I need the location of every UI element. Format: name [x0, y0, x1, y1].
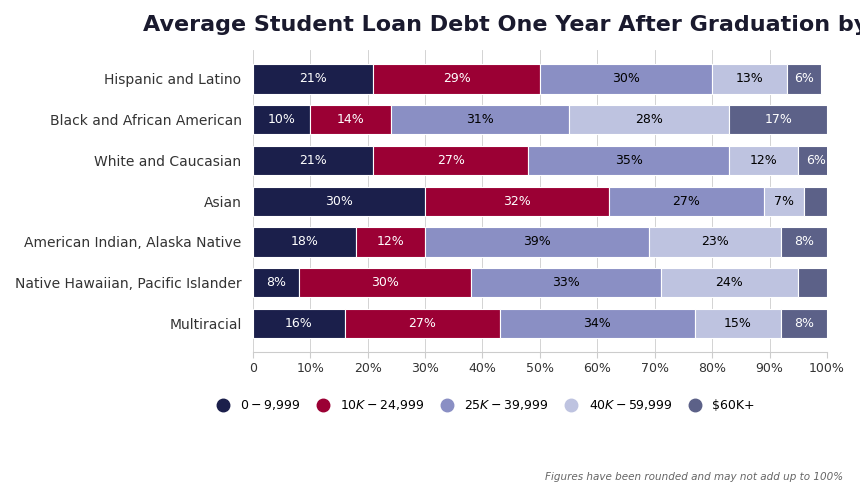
Text: 27%: 27% [437, 154, 464, 167]
Text: 39%: 39% [523, 236, 551, 248]
Text: 15%: 15% [724, 317, 752, 330]
Text: 6%: 6% [806, 154, 826, 167]
Text: 8%: 8% [794, 236, 814, 248]
Bar [500, 309, 695, 338]
Text: 8%: 8% [794, 317, 814, 330]
Bar [253, 146, 373, 175]
Bar [356, 227, 425, 257]
Text: 12%: 12% [377, 236, 404, 248]
Text: 14%: 14% [336, 113, 365, 126]
Text: 8%: 8% [266, 276, 286, 289]
Text: 31%: 31% [466, 113, 494, 126]
Bar [568, 105, 729, 134]
Bar [649, 227, 781, 257]
Text: 34%: 34% [583, 317, 611, 330]
Bar [729, 146, 798, 175]
Bar [253, 105, 310, 134]
Text: 7%: 7% [774, 195, 794, 207]
Bar [764, 187, 804, 216]
Text: 30%: 30% [612, 73, 640, 85]
Bar [781, 227, 827, 257]
Text: 13%: 13% [735, 73, 764, 85]
Bar [729, 105, 827, 134]
Text: 27%: 27% [408, 317, 436, 330]
Text: 30%: 30% [371, 276, 399, 289]
Text: 23%: 23% [701, 236, 729, 248]
Bar [695, 309, 781, 338]
Text: 30%: 30% [325, 195, 353, 207]
Text: 32%: 32% [503, 195, 531, 207]
Bar [804, 187, 827, 216]
Text: 24%: 24% [716, 276, 743, 289]
Text: 28%: 28% [635, 113, 663, 126]
Text: 27%: 27% [673, 195, 700, 207]
Bar [253, 309, 345, 338]
Bar [373, 64, 540, 94]
Bar [253, 227, 356, 257]
Bar [345, 309, 500, 338]
Text: 21%: 21% [299, 73, 327, 85]
Bar [798, 268, 827, 298]
Bar [425, 227, 649, 257]
Bar [781, 309, 827, 338]
Text: 6%: 6% [794, 73, 814, 85]
Bar [471, 268, 660, 298]
Bar [528, 146, 729, 175]
Text: 29%: 29% [443, 73, 470, 85]
Bar [712, 64, 787, 94]
Title: Average Student Loan Debt One Year After Graduation by Race: Average Student Loan Debt One Year After… [144, 15, 860, 35]
Bar [298, 268, 471, 298]
Text: 33%: 33% [552, 276, 580, 289]
Bar [253, 268, 298, 298]
Bar [390, 105, 568, 134]
Bar [609, 187, 764, 216]
Text: 10%: 10% [267, 113, 295, 126]
Bar [425, 187, 609, 216]
Text: 21%: 21% [299, 154, 327, 167]
Bar [373, 146, 528, 175]
Legend: $0-$9,999, $10K-$24,999, $25K-$39,999, $40K-$59,999, $60K+: $0-$9,999, $10K-$24,999, $25K-$39,999, $… [210, 398, 755, 412]
Bar [253, 187, 425, 216]
Bar [310, 105, 390, 134]
Text: Figures have been rounded and may not add up to 100%: Figures have been rounded and may not ad… [544, 472, 843, 482]
Bar [798, 146, 832, 175]
Text: 12%: 12% [750, 154, 777, 167]
Bar [660, 268, 798, 298]
Text: 17%: 17% [765, 113, 792, 126]
Text: 35%: 35% [615, 154, 643, 167]
Bar [253, 64, 373, 94]
Text: 18%: 18% [291, 236, 318, 248]
Bar [540, 64, 712, 94]
Text: 16%: 16% [285, 317, 312, 330]
Bar [787, 64, 821, 94]
